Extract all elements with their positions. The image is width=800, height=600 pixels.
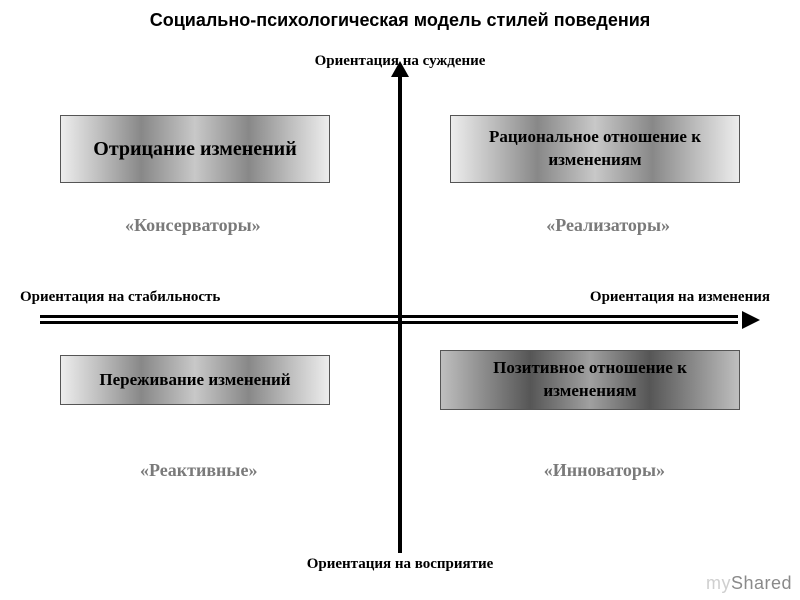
watermark-part1: my: [706, 573, 731, 593]
horizontal-axis-line: [40, 321, 738, 324]
horizontal-axis: [40, 315, 760, 325]
group-label-top-left: «Консерваторы»: [125, 215, 261, 236]
quadrant-box-bottom-left: Переживание изменений: [60, 355, 330, 405]
quadrant-box-top-left: Отрицание изменений: [60, 115, 330, 183]
vertical-axis-arrow-icon: [391, 61, 409, 77]
quadrant-box-top-right: Рациональное отношение к изменениям: [450, 115, 740, 183]
quadrant-diagram: Ориентация на суждение Ориентация на вос…: [40, 55, 760, 575]
watermark-part2: Shared: [731, 573, 792, 593]
vertical-axis: [398, 73, 402, 553]
page-title: Социально-психологическая модель стилей …: [0, 10, 800, 31]
axis-label-bottom: Ориентация на восприятие: [307, 556, 494, 573]
horizontal-axis-line: [40, 315, 738, 318]
group-label-bottom-right: «Инноваторы»: [544, 460, 665, 481]
axis-label-right: Ориентация на изменения: [590, 289, 770, 306]
group-label-top-right: «Реализаторы»: [546, 215, 670, 236]
quadrant-box-bottom-right: Позитивное отношение к изменениям: [440, 350, 740, 410]
group-label-bottom-left: «Реактивные»: [140, 460, 257, 481]
horizontal-axis-arrow-icon: [742, 311, 760, 329]
watermark: myShared: [706, 573, 792, 594]
axis-label-left: Ориентация на стабильность: [20, 289, 220, 306]
